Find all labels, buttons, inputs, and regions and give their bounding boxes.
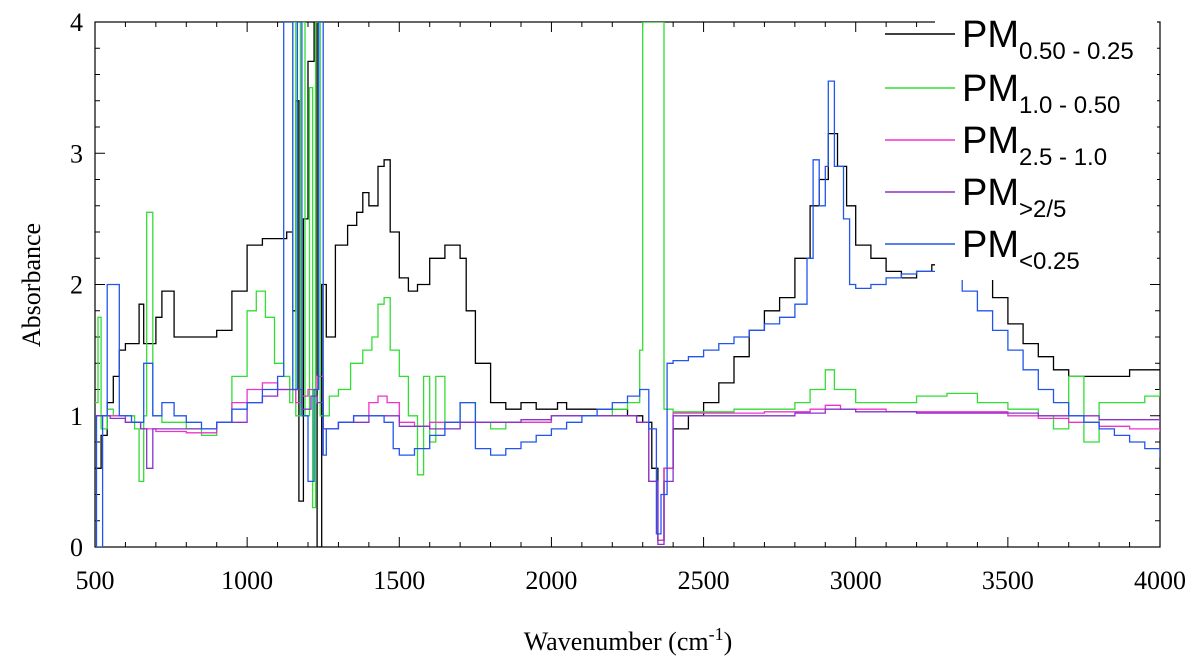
legend-background [935,8,1157,280]
legend-label-2: PM1.0 - 0.50 [962,68,1120,119]
y-tick-label: 0 [70,533,83,562]
x-tick-label: 1000 [221,566,273,595]
legend-label-1: PM0.50 - 0.25 [962,14,1134,65]
x-axis-title-tail: ) [724,627,733,656]
x-tick-label: 3500 [982,566,1034,595]
y-tick-label: 1 [70,402,83,431]
y-tick-label: 3 [70,139,83,168]
legend-label-5: PM<0.25 [962,224,1080,275]
x-tick-label: 3000 [830,566,882,595]
series-line-1 [95,22,1160,547]
x-tick-label: 2000 [525,566,577,595]
x-axis-title-base: Wavenumber (cm [524,627,709,656]
y-axis-title: Absorbance [17,223,46,347]
x-axis-title: Wavenumber (cm-1) [524,624,733,656]
series-line-3 [95,375,1160,542]
legend-label-3: PM2.5 - 1.0 [962,120,1107,171]
x-tick-label: 2500 [678,566,730,595]
series-line-5 [95,22,1160,547]
x-tick-labels: 500 1000 1500 2000 2500 3000 3500 4000 [76,566,1187,595]
legend-label-4: PM>2/5 [962,172,1066,223]
series-line-2 [95,22,1160,509]
y-tick-label: 2 [70,271,83,300]
x-tick-label: 1500 [373,566,425,595]
x-axis-title-sup: -1 [709,624,724,644]
y-tick-label: 4 [70,8,83,37]
y-tick-labels: 0 1 2 3 4 [70,8,83,562]
series-lines [95,22,1160,547]
x-tick-label: 500 [76,566,115,595]
x-tick-label: 4000 [1134,566,1186,595]
